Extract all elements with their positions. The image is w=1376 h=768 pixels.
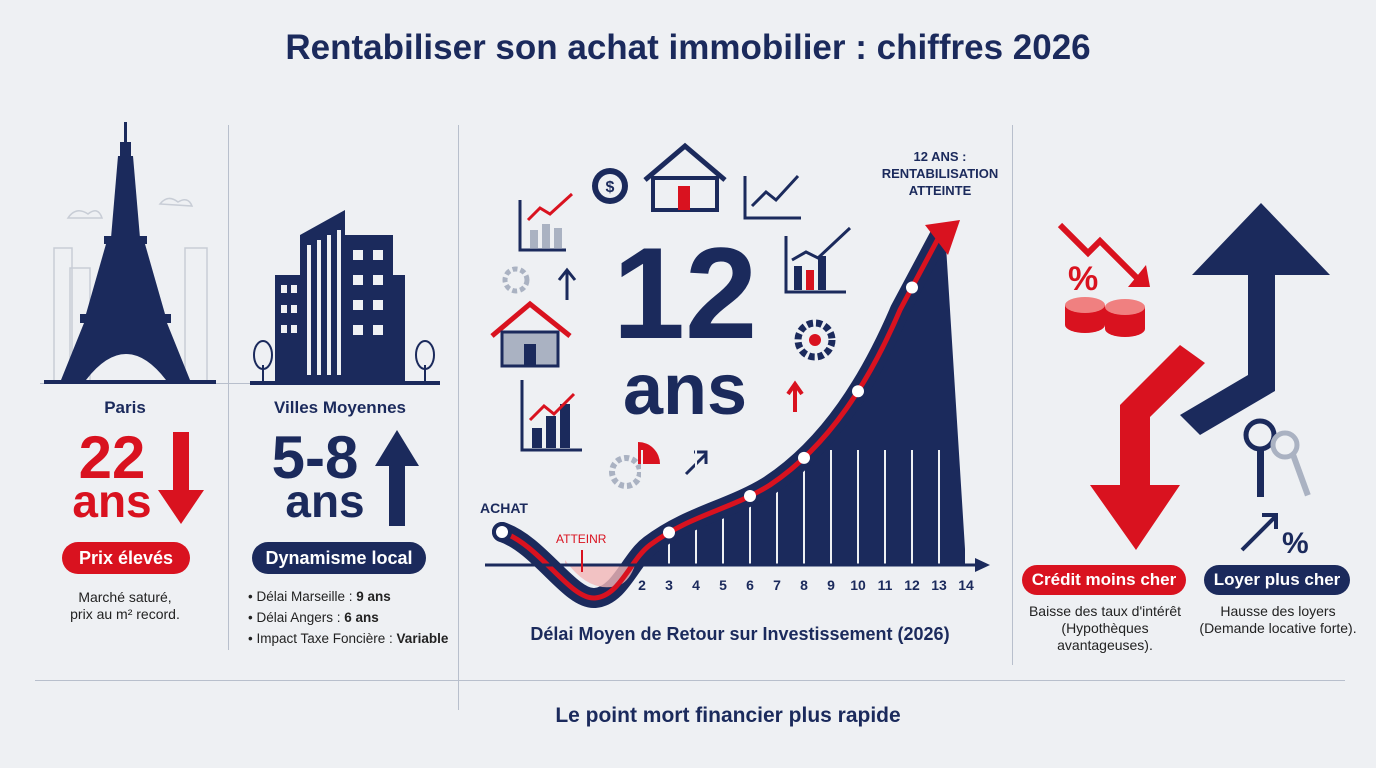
footer-tagline: Le point mort financier plus rapide bbox=[555, 704, 901, 727]
curve-arrowhead-icon bbox=[925, 220, 960, 255]
villes-label: Villes Moyennes bbox=[274, 398, 406, 417]
bar-chart-icon bbox=[520, 380, 582, 452]
gear-icon bbox=[794, 319, 836, 361]
gear-icon bbox=[502, 266, 530, 294]
x-tick-label-7: 7 bbox=[773, 577, 781, 593]
marker-year-10 bbox=[852, 385, 864, 398]
bar-chart-icon bbox=[518, 192, 574, 252]
paris-desc-1: Marché saturé, bbox=[78, 589, 172, 605]
x-tick-label-9: 9 bbox=[827, 577, 835, 593]
x-tick-label-8: 8 bbox=[800, 577, 808, 593]
house-icon bbox=[490, 300, 572, 368]
x-tick-label-14: 14 bbox=[958, 577, 974, 593]
bullet-taxe: Impact Taxe Foncière : Variable bbox=[248, 628, 458, 649]
arrow-down-icon bbox=[158, 432, 204, 524]
start-point bbox=[492, 522, 512, 542]
coins-icon bbox=[1065, 297, 1145, 337]
chart-caption: Délai Moyen de Retour sur Investissement… bbox=[530, 624, 950, 644]
x-tick-label-3: 3 bbox=[665, 577, 673, 593]
center-icons: $ bbox=[490, 142, 852, 489]
arrow-up-icon bbox=[375, 430, 419, 526]
paris-unit: ans bbox=[72, 475, 152, 527]
roi-chart: 2 3 4 5 6 7 8 9 10 11 12 13 14 ACHAT ATTEINR bbox=[480, 220, 990, 608]
arrow-up-icon bbox=[557, 267, 577, 300]
center-big-value: 12 bbox=[612, 220, 758, 366]
credit-desc-2: (Hypothèques bbox=[1061, 620, 1149, 636]
svg-text:$: $ bbox=[606, 179, 615, 196]
start-label: ACHAT bbox=[480, 500, 528, 516]
paris-badge: Prix élevés bbox=[62, 542, 190, 574]
trend-down-arrow-icon bbox=[1057, 222, 1150, 287]
percent-icon: % bbox=[1282, 527, 1309, 555]
paris-label: Paris bbox=[104, 398, 146, 417]
loyer-desc-2: (Demande locative forte). bbox=[1199, 620, 1357, 636]
arrow-icon bbox=[1240, 513, 1278, 552]
villes-unit: ans bbox=[285, 475, 365, 527]
trend-chart-icon bbox=[743, 174, 801, 220]
pie-chart-icon bbox=[609, 442, 660, 489]
x-axis-arrow-icon bbox=[975, 558, 990, 572]
dip-label: ATTEINR bbox=[556, 532, 607, 546]
marker-year-3 bbox=[663, 526, 675, 539]
credit-desc-1: Baisse des taux d'intérêt bbox=[1028, 603, 1182, 619]
x-tick-label-4: 4 bbox=[692, 577, 700, 593]
chart-area bbox=[635, 230, 966, 565]
divider bbox=[228, 125, 229, 650]
x-tick-label-2: 2 bbox=[638, 577, 646, 593]
bullet-marseille: Délai Marseille : 9 ans bbox=[248, 586, 458, 607]
x-tick-label-13: 13 bbox=[931, 577, 947, 593]
divider bbox=[458, 125, 459, 710]
page-title: Rentabiliser son achat immobilier : chif… bbox=[285, 28, 1091, 67]
paris-desc-2: prix au m² record. bbox=[70, 606, 180, 622]
villes-bullets: Délai Marseille : 9 ans Délai Angers : 6… bbox=[248, 586, 458, 649]
paris-value: 22 bbox=[78, 424, 146, 491]
credit-badge: Crédit moins cher bbox=[1022, 565, 1186, 595]
credit-desc-3: avantageuses). bbox=[1057, 637, 1153, 653]
marker-year-12 bbox=[906, 281, 918, 294]
divider bbox=[40, 383, 430, 384]
arrow-up-icon bbox=[1180, 203, 1330, 435]
arrow-up-icon bbox=[786, 380, 804, 412]
loyer-badge: Loyer plus cher bbox=[1204, 565, 1350, 595]
dollar-coin-icon: $ bbox=[592, 168, 628, 204]
villes-value: 5-8 bbox=[271, 424, 359, 491]
divider bbox=[1012, 125, 1013, 665]
x-tick-label-10: 10 bbox=[850, 577, 866, 593]
x-tick-label-5: 5 bbox=[719, 577, 727, 593]
divider bbox=[35, 680, 1345, 681]
x-tick-label-11: 11 bbox=[878, 577, 893, 593]
bullet-angers: Délai Angers : 6 ans bbox=[248, 607, 458, 628]
bar-chart-icon bbox=[784, 226, 852, 294]
keys-icon bbox=[1243, 418, 1311, 497]
villes-badge: Dynamisme local bbox=[252, 542, 426, 574]
marker-year-8 bbox=[798, 451, 810, 464]
center-big-unit: ans bbox=[622, 350, 748, 430]
loyer-desc-1: Hausse des loyers bbox=[1220, 603, 1336, 619]
building-icon bbox=[250, 210, 440, 385]
arrow-down-icon bbox=[1090, 345, 1205, 550]
right-illustration: % % bbox=[1057, 203, 1330, 555]
eiffel-tower-icon bbox=[44, 122, 216, 384]
chart-end-annotation: 12 ANS : RENTABILISATION ATTEINTE bbox=[881, 149, 999, 198]
house-icon bbox=[643, 142, 727, 212]
x-tick-label-6: 6 bbox=[746, 577, 754, 593]
marker-year-6 bbox=[744, 490, 756, 503]
x-tick-label-12: 12 bbox=[904, 577, 920, 593]
percent-icon: % bbox=[1068, 260, 1098, 298]
